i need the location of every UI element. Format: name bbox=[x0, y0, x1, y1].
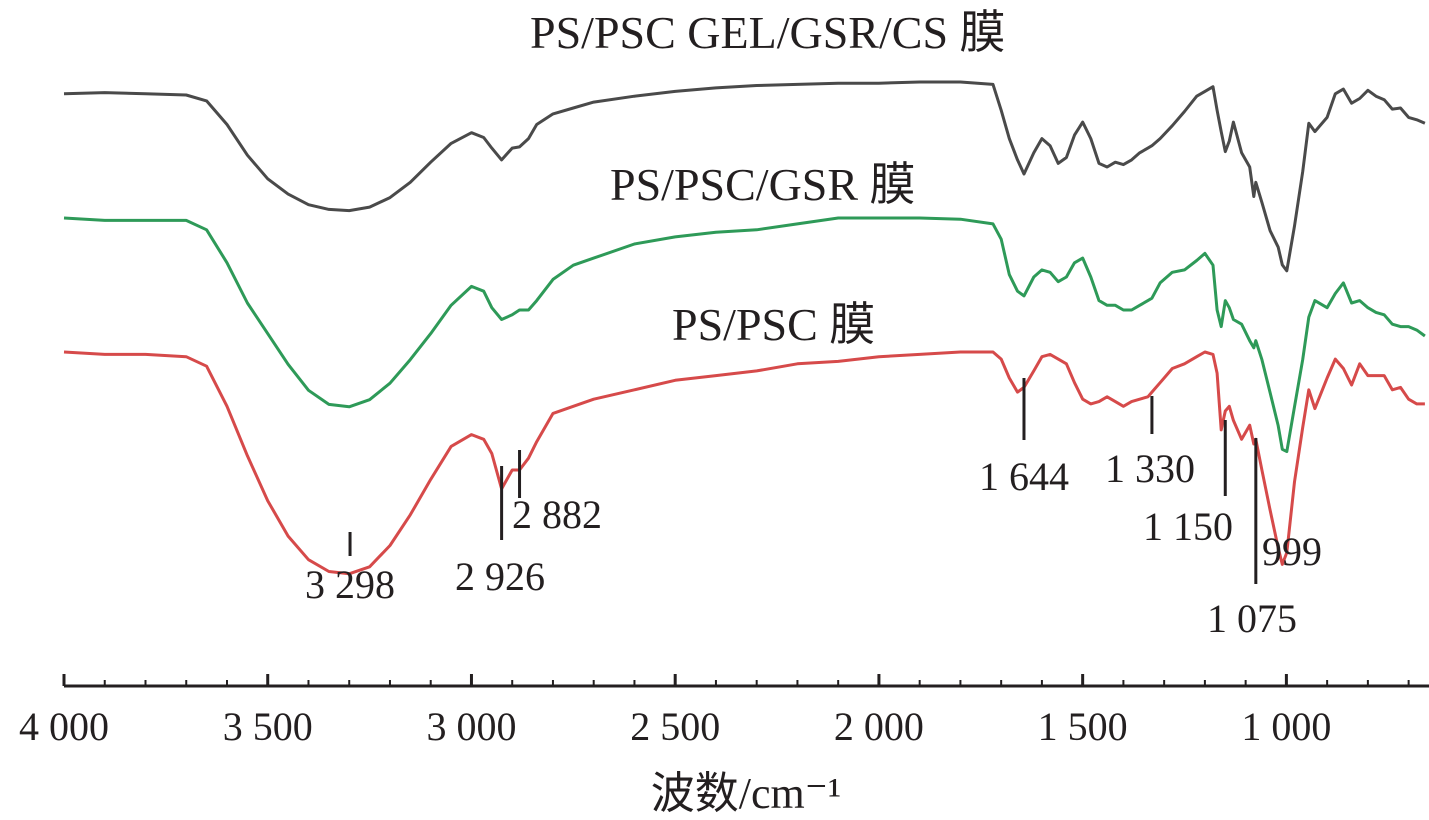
series-label-gel-gsr-cs: PS/PSC GEL/GSR/CS 膜 bbox=[530, 7, 1006, 58]
x-tick-label: 3 500 bbox=[223, 704, 313, 749]
curves-group bbox=[63, 80, 1426, 576]
series-line-1 bbox=[63, 216, 1426, 454]
peak-label: 3 298 bbox=[305, 562, 395, 607]
x-axis-ticks: 4 000 3 500 3 000 2 500 2 000 1 500 1 000 bbox=[19, 674, 1410, 749]
peak-label: 2 882 bbox=[512, 492, 602, 537]
peak-label: 999 bbox=[1262, 529, 1322, 574]
x-tick-label: 2 000 bbox=[834, 704, 924, 749]
peak-label: 1 330 bbox=[1105, 446, 1195, 491]
x-tick-label: 1 500 bbox=[1038, 704, 1128, 749]
series-line-0 bbox=[63, 80, 1426, 273]
series-label-ps-psc: PS/PSC 膜 bbox=[672, 299, 875, 350]
x-tick-label: 1 000 bbox=[1241, 704, 1331, 749]
x-tick-label: 3 000 bbox=[426, 704, 516, 749]
peak-label: 2 926 bbox=[455, 554, 545, 599]
series-label-gsr: PS/PSC/GSR 膜 bbox=[610, 159, 916, 210]
peak-label: 1 150 bbox=[1143, 504, 1233, 549]
peak-markers-group: 3 298 2 926 2 882 1 644 1 330 1 150 1 075 999 bbox=[305, 378, 1322, 641]
x-axis-title: 波数/cm⁻¹ bbox=[651, 769, 841, 818]
series-labels-group: PS/PSC GEL/GSR/CS 膜 PS/PSC/GSR 膜 PS/PSC … bbox=[530, 7, 1006, 350]
x-tick-label: 4 000 bbox=[19, 704, 109, 749]
x-tick-label: 2 500 bbox=[630, 704, 720, 749]
x-axis: 4 000 3 500 3 000 2 500 2 000 1 500 1 000 波数/c… bbox=[19, 674, 1429, 818]
peak-label: 1 644 bbox=[979, 454, 1069, 499]
peak-label: 1 075 bbox=[1207, 596, 1297, 641]
series-line-2 bbox=[63, 350, 1425, 576]
